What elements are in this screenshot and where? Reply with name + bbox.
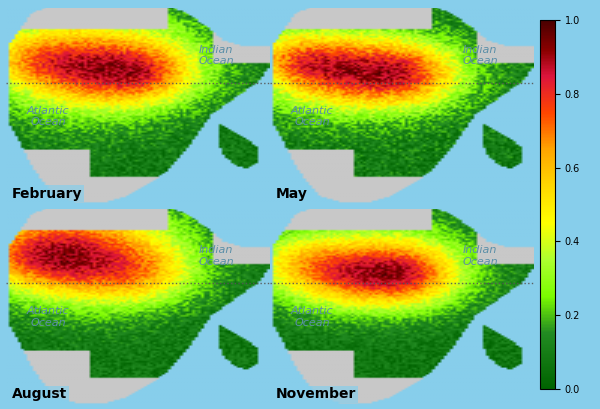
- Text: November: November: [276, 387, 356, 401]
- Text: Atlantic
Ocean: Atlantic Ocean: [290, 306, 334, 328]
- Text: Indian
Ocean: Indian Ocean: [462, 245, 498, 267]
- Text: February: February: [12, 187, 83, 201]
- Text: Indian
Ocean: Indian Ocean: [462, 45, 498, 66]
- Text: Atlantic
Ocean: Atlantic Ocean: [26, 106, 70, 127]
- Text: Atlantic
Ocean: Atlantic Ocean: [290, 106, 334, 127]
- Text: May: May: [276, 187, 308, 201]
- Text: Indian
Ocean: Indian Ocean: [198, 245, 234, 267]
- Text: August: August: [12, 387, 67, 401]
- Text: Atlantic
Ocean: Atlantic Ocean: [26, 306, 70, 328]
- Text: Indian
Ocean: Indian Ocean: [198, 45, 234, 66]
